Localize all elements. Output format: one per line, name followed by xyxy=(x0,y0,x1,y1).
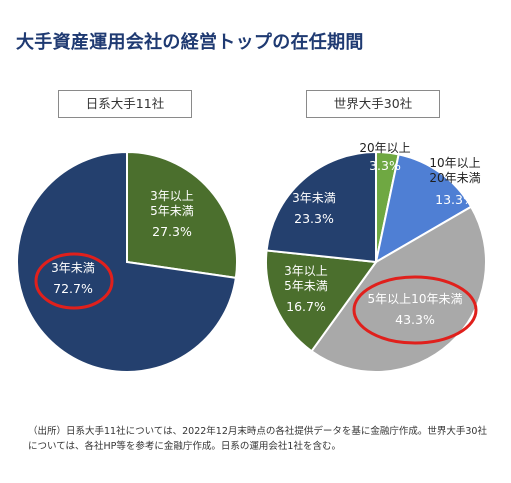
slice-label: 3年以上 xyxy=(284,264,328,278)
slice-label: 3年以上 xyxy=(150,189,194,203)
slice-label: 5年以上10年未満 xyxy=(368,292,463,306)
slice-label: 20年未満 xyxy=(429,171,480,185)
pie-title-japan-11: 日系大手11社 xyxy=(58,90,192,118)
pie-slice xyxy=(265,150,377,264)
pie-slice xyxy=(310,205,487,373)
slice-label: 3年未満 xyxy=(51,261,95,275)
source-note: （出所）日系大手11社については、2022年12月末時点の各社提供データを基に金… xyxy=(28,426,487,452)
slice-value-label: 72.7% xyxy=(53,281,93,296)
slice-label: 10年以上 xyxy=(429,156,480,170)
slice-value-label: 16.7% xyxy=(286,299,326,314)
slice-value-label: 3.3% xyxy=(369,158,401,173)
slice-value-label: 27.3% xyxy=(152,224,192,239)
slice-label: 20年以上 xyxy=(359,141,410,155)
pie-slice xyxy=(126,150,238,279)
pie-slice xyxy=(16,150,237,373)
highlight-ellipse xyxy=(352,275,478,345)
slice-label: 5年未満 xyxy=(150,204,194,218)
slice-label: 5年未満 xyxy=(284,279,328,293)
pie-slice xyxy=(374,153,473,264)
slice-label: 3年未満 xyxy=(292,191,336,205)
chart-title: 大手資産運用会社の経営トップの在任期間 xyxy=(16,32,364,53)
pie-slice xyxy=(265,249,378,353)
slice-value-label: 43.3% xyxy=(395,312,435,327)
slice-value-label: 13.3% xyxy=(435,192,475,207)
pie-title-global-30: 世界大手30社 xyxy=(306,90,440,118)
slice-value-label: 23.3% xyxy=(294,211,334,226)
highlight-ellipse xyxy=(34,252,114,310)
